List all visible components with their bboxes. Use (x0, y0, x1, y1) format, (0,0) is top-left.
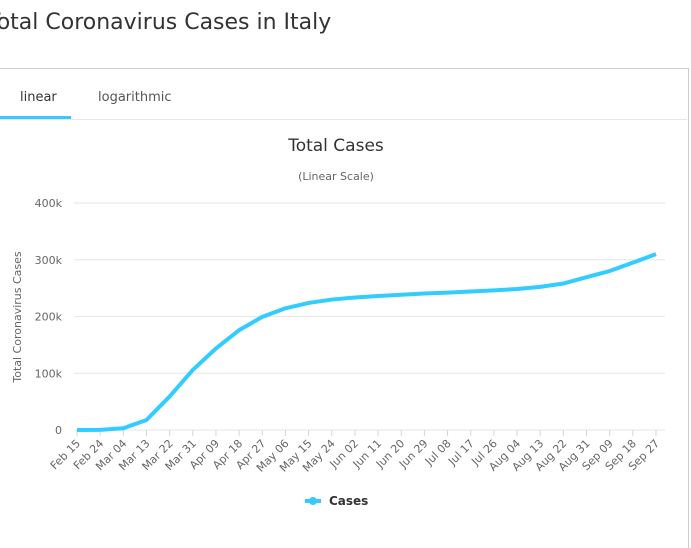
y-tick-label: 100k (35, 367, 63, 380)
tab-separator (0, 119, 687, 120)
y-tick-label: 0 (55, 424, 62, 437)
x-tick-label: Jul 08 (422, 437, 454, 469)
chart-panel (0, 68, 689, 548)
tab[interactable]: linear (20, 90, 57, 105)
active-tab-indicator (0, 116, 71, 119)
y-tick-label: 300k (35, 254, 63, 267)
y-tick-label: 400k (35, 197, 63, 210)
x-tick-label: Jul 17 (445, 437, 477, 469)
chart-title: Total Cases (287, 136, 384, 156)
line (76, 252, 657, 432)
y-tick-label: 200k (35, 311, 63, 324)
chart-subtitle: (Linear Scale) (298, 170, 374, 183)
page-title: Total Coronavirus Cases in Italy (0, 10, 332, 35)
tab[interactable]: logarithmic (98, 90, 172, 105)
chart: Total Cases (Linear Scale) Total Coronav… (11, 136, 665, 508)
legend-symbol (309, 497, 317, 505)
y-axis-label: Total Coronavirus Cases (11, 251, 24, 384)
legend-label: Cases (329, 494, 368, 508)
